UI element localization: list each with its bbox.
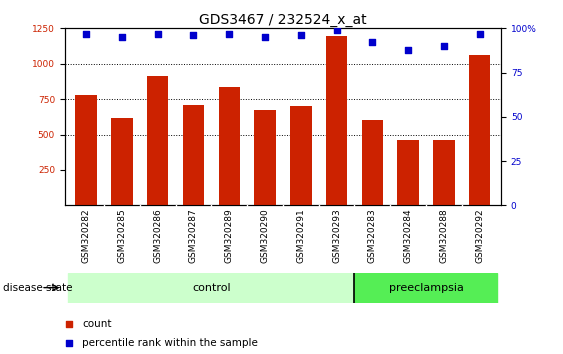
Bar (183, 105, 204, 205)
Text: count: count (82, 319, 111, 329)
Text: disease state: disease state (3, 282, 72, 293)
Text: GSM320284: GSM320284 (404, 209, 413, 263)
Bar (111, 118, 133, 205)
Point (118, 34, 127, 40)
Text: GSM320286: GSM320286 (153, 209, 162, 263)
Point (368, 40, 377, 45)
Point (404, 47, 413, 52)
Text: GSM320292: GSM320292 (475, 209, 484, 263)
Bar (218, 87, 240, 205)
Bar (147, 76, 168, 205)
Point (439, 43, 448, 49)
Text: GSM320282: GSM320282 (82, 209, 91, 263)
Text: GSM320288: GSM320288 (439, 209, 448, 263)
Bar (290, 106, 311, 205)
Bar (75, 95, 97, 205)
Bar (326, 36, 347, 205)
Text: GSM320285: GSM320285 (118, 209, 127, 263)
Bar (254, 110, 276, 205)
Bar (433, 140, 454, 205)
Point (82, 31, 91, 36)
Point (318, 88, 327, 94)
Point (225, 31, 234, 36)
Point (261, 34, 270, 40)
Bar (68, 273, 355, 303)
Text: GSM320287: GSM320287 (189, 209, 198, 263)
Text: GSM320283: GSM320283 (368, 209, 377, 263)
Title: GDS3467 / 232524_x_at: GDS3467 / 232524_x_at (199, 13, 367, 27)
Text: GSM320293: GSM320293 (332, 209, 341, 263)
Bar (355, 273, 498, 303)
Text: control: control (192, 282, 231, 293)
Point (475, 31, 484, 36)
Text: preeclampsia: preeclampsia (388, 282, 463, 293)
Text: GSM320291: GSM320291 (296, 209, 305, 263)
Text: percentile rank within the sample: percentile rank within the sample (82, 338, 258, 348)
Point (318, 266, 327, 271)
Point (296, 33, 305, 38)
Text: GSM320289: GSM320289 (225, 209, 234, 263)
Point (153, 31, 162, 36)
Point (332, 27, 341, 33)
Bar (397, 140, 419, 205)
Point (189, 33, 198, 38)
Bar (361, 120, 383, 205)
Text: GSM320290: GSM320290 (261, 209, 270, 263)
Bar (469, 55, 490, 205)
